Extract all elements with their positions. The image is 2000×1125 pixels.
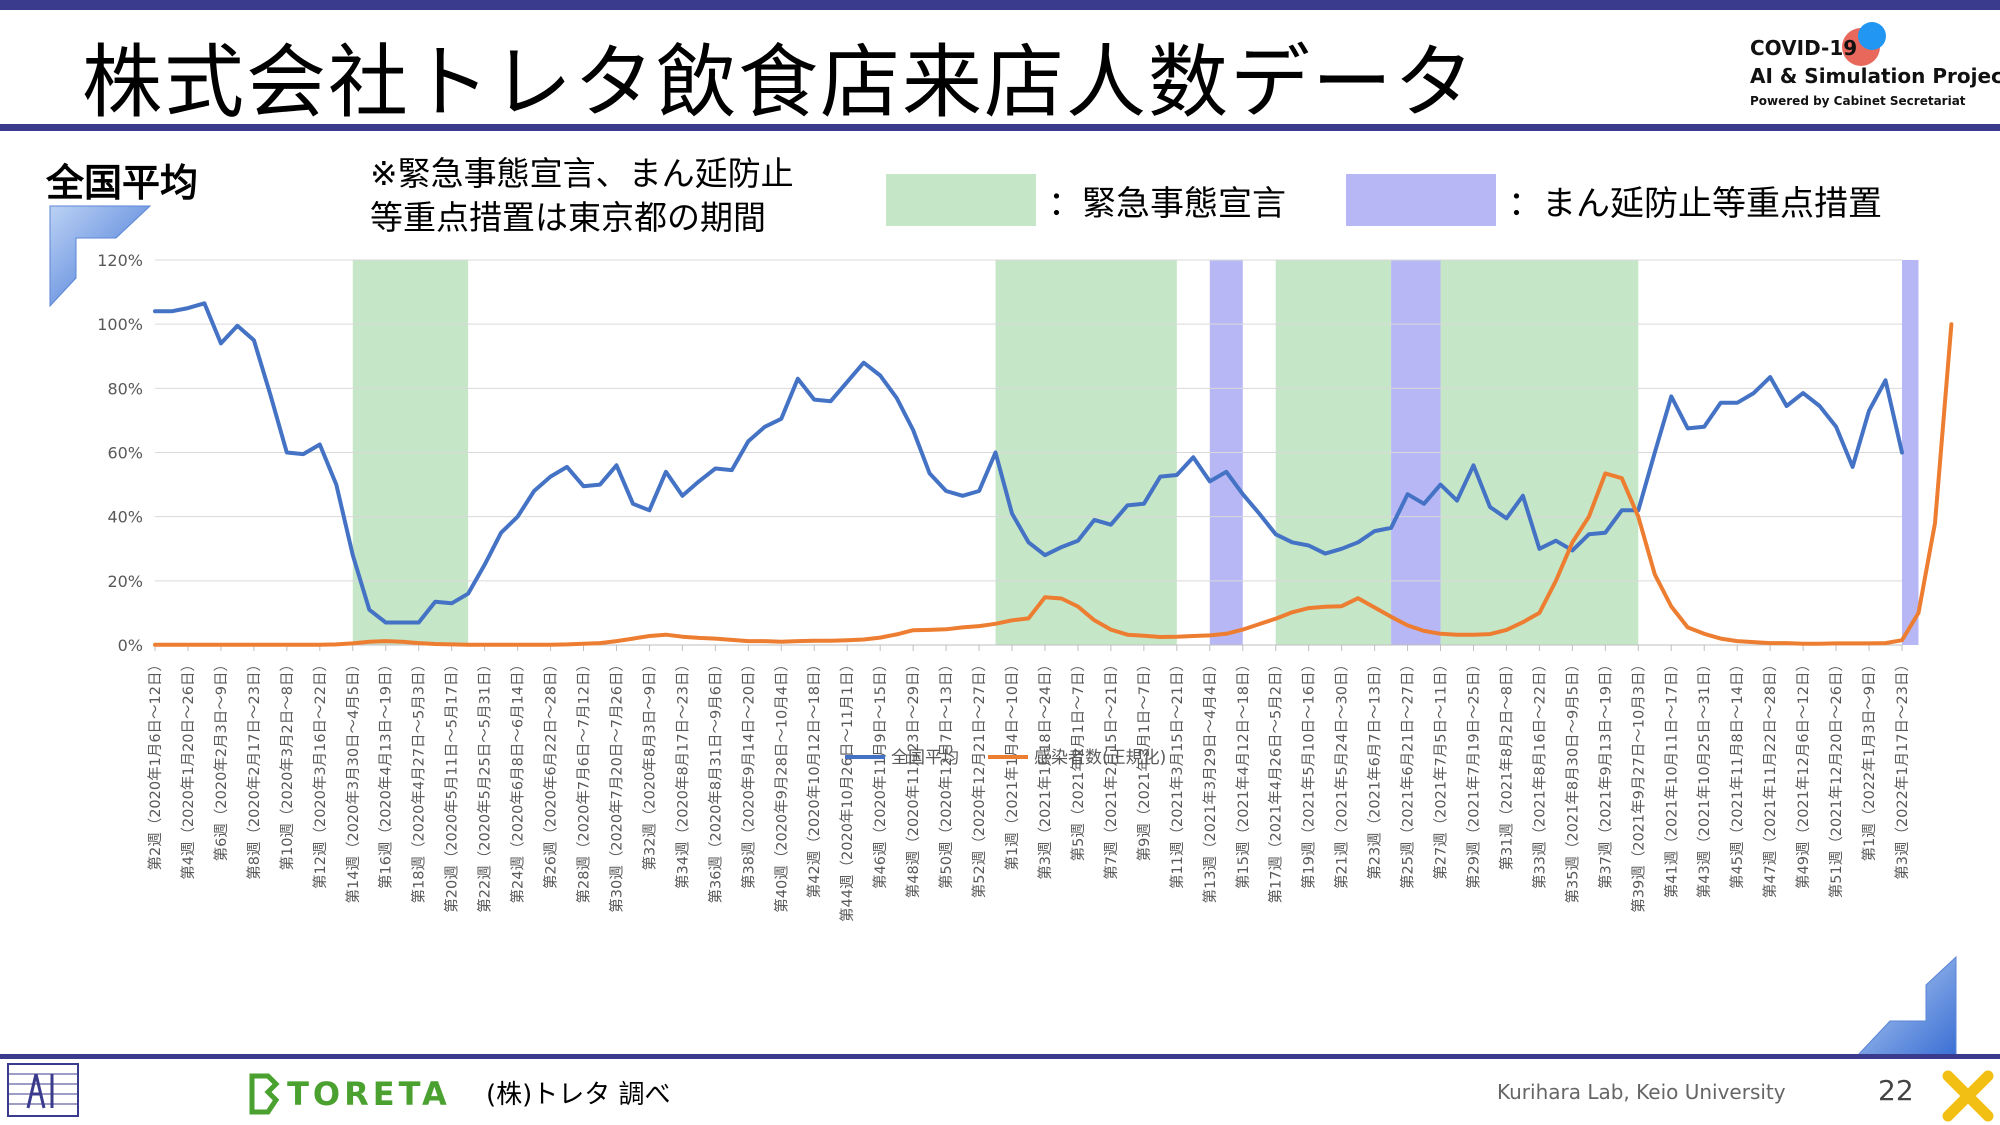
x-tick-label: 第30週（2020年7月20日～7月26日） [607, 657, 625, 913]
x-tick-label: 第38週（2020年9月14日～20日） [739, 657, 757, 889]
x-tick-label: 第15週（2021年4月12日～18日） [1234, 657, 1252, 889]
x-tick-label: 第3週（2022年1月17日～23日） [1893, 657, 1911, 880]
x-tick-label: 第9週（2021年3月1日～7日） [1135, 657, 1153, 861]
lab-credit: Kurihara Lab, Keio University [1497, 1080, 1786, 1104]
x-tick-label: 第16週（2020年4月13日～19日） [377, 657, 395, 889]
x-tick-label: 第40週（2020年9月28日～10月4日） [772, 657, 790, 913]
x-tick-label: 第14週（2020年3月30日～4月5日） [344, 657, 362, 903]
x-tick-label: 第48週（2020年11月23日～29日） [904, 657, 922, 898]
x-tick-label: 第50週（2020年12月7日～13日） [937, 657, 955, 889]
covid-ai-project-logo: COVID-19 AI & Simulation Project Powered… [1740, 22, 2000, 117]
x-tick-label: 第27週（2021年7月5日～11日） [1432, 657, 1450, 880]
x-tick-label: 第23週（2021年6月7日～13日） [1366, 657, 1384, 880]
series-line-infections [153, 322, 1954, 647]
page-title: 株式会社トレタ飲食店来店人数データ [82, 36, 1476, 129]
toreta-logo: TORETA [246, 1072, 451, 1116]
series-line-national-average [153, 301, 1904, 625]
period-note-line-1: ※緊急事態宣言、まん延防止 [370, 154, 794, 193]
x-tick-label: 第52週（2020年12月21日～27日） [970, 657, 988, 898]
x-tick-label: 第11週（2021年3月15日～21日） [1168, 657, 1186, 889]
x-tick-label: 第17週（2021年4月26日～5月2日） [1267, 657, 1285, 903]
x-tick-label: 第43週（2021年10月25日～31日） [1695, 657, 1713, 898]
period-note-line-2: 等重点措置は東京都の期間 [370, 198, 766, 237]
logo-line-1: COVID-19 [1750, 36, 1858, 60]
x-tick-label: 第39週（2021年9月27日～10月3日） [1629, 657, 1647, 913]
x-tick-label: 第28週（2020年7月6日～7月12日） [575, 657, 593, 903]
x-tick-label: 第22週（2020年5月25日～5月31日） [476, 657, 494, 913]
x-tick-label: 第10週（2020年3月2日～8日） [278, 657, 296, 871]
x-tick-label: 第49週（2021年12月6日～12日） [1794, 657, 1812, 889]
x-tick-label: 第2週（2020年1月6日～12日） [146, 657, 164, 871]
data-source: (株)トレタ 調べ [486, 1080, 671, 1110]
x-tick-label: 第7週（2021年2月15日～21日） [1102, 657, 1120, 880]
legend-series-label: 全国平均 [891, 748, 959, 768]
period-note: ※緊急事態宣言、まん延防止 等重点措置は東京都の期間 [370, 152, 794, 240]
x-axis-ticks: 第2週（2020年1月6日～12日） 第4週（2020年1月20日～26日） 第6週… [146, 645, 1911, 922]
priority-legend-label: ：まん延防止等重点措置 [1508, 184, 1882, 224]
legend-series-label: 感染者数(正規化) [1034, 748, 1166, 768]
x-tick-label: 第31週（2021年8月2日～8日） [1497, 657, 1515, 871]
logo-line-3: Powered by Cabinet Secretariat [1750, 94, 1966, 108]
x-tick-label: 第44週（2020年10月26日～11月1日） [838, 657, 856, 922]
logo-line-2: AI & Simulation Project [1750, 64, 2000, 88]
x-tick-label: 第1週（2022年1月3日～9日） [1860, 657, 1878, 861]
ai-lab-logo-icon [7, 1063, 79, 1117]
y-tick-label: 60% [107, 444, 143, 463]
y-tick-label: 0% [118, 636, 143, 655]
toreta-mark-icon [249, 1073, 280, 1115]
corner-arrow-bottom-icon [1856, 955, 1957, 1056]
y-tick-label: 20% [107, 572, 143, 591]
logo-blue-dot-icon [1858, 22, 1886, 50]
x-tick-label: 第20週（2020年5月11日～5月17日） [443, 657, 461, 913]
x-tick-label: 第26週（2020年6月22日～28日） [542, 657, 560, 889]
x-tick-label: 第19週（2021年5月10日～16日） [1300, 657, 1318, 889]
x-tick-label: 第46週（2020年11月9日～15日） [871, 657, 889, 889]
x-tick-label: 第8週（2020年2月17日～23日） [245, 657, 263, 880]
x-tick-label: 第35週（2021年8月30日～9月5日） [1563, 657, 1581, 903]
x-tick-label: 第29週（2021年7月19日～25日） [1464, 657, 1482, 889]
x-tick-label: 第13週（2021年3月29日～4月4日） [1201, 657, 1219, 903]
emergency-legend-swatch [886, 174, 1036, 226]
x-tick-label: 第21週（2021年5月24日～30日） [1333, 657, 1351, 889]
x-tick-label: 第1週（2021年1月4日～10日） [1003, 657, 1021, 871]
x-tick-label: 第6週（2020年2月3日～9日） [212, 657, 230, 861]
x-tick-label: 第18週（2020年4月27日～5月3日） [410, 657, 428, 903]
priority-legend-swatch [1346, 174, 1496, 226]
top-accent-bar [0, 0, 2000, 10]
x-tick-label: 第51週（2021年12月20日～26日） [1827, 657, 1845, 898]
x-tick-label: 第33週（2021年8月16日～22日） [1530, 657, 1548, 889]
priority-band [1902, 260, 1919, 645]
x-tick-label: 第41週（2021年10月11日～17日） [1662, 657, 1680, 898]
line-chart: 0% 20% 40% 60% 80% 100% 120% 第2週（2020年1月6日～12日… [97, 251, 1954, 922]
series-lines [153, 301, 1954, 647]
x-tick-label: 第34週（2020年8月17日～23日） [673, 657, 691, 889]
y-axis-ticks: 0% 20% 40% 60% 80% 100% 120% [97, 251, 143, 655]
title-divider [0, 124, 2000, 131]
x-tick-label: 第37週（2021年9月13日～19日） [1596, 657, 1614, 889]
x-tick-label: 第32週（2020年8月3日～9日） [640, 657, 658, 871]
x-tick-label: 第45週（2021年11月8日～14日） [1728, 657, 1746, 889]
x-mark-icon [1942, 1070, 1994, 1122]
x-tick-label: 第12週（2020年3月16日～22日） [311, 657, 329, 889]
x-tick-label: 第5週（2021年2月1日～7日） [1069, 657, 1087, 861]
toreta-wordmark: TORETA [287, 1075, 451, 1113]
x-tick-label: 第24週（2020年6月8日～6月14日） [509, 657, 527, 903]
x-tick-label: 第25週（2021年6月21日～27日） [1399, 657, 1417, 889]
x-tick-label: 第42週（2020年10月12日～18日） [805, 657, 823, 898]
emergency-legend-label: ：緊急事態宣言 [1048, 184, 1286, 224]
x-tick-label: 第4週（2020年1月20日～26日） [179, 657, 197, 880]
footer-divider [0, 1054, 2000, 1059]
chart-legend: 全国平均 感染者数(正規化) [845, 748, 1166, 768]
section-label: 全国平均 [46, 161, 199, 205]
x-tick-label: 第36週（2020年8月31日～9月6日） [706, 657, 724, 903]
corner-arrow-icon [49, 205, 152, 308]
y-tick-label: 120% [97, 251, 143, 270]
page-number: 22 [1878, 1074, 1914, 1107]
y-tick-label: 100% [97, 315, 143, 334]
x-tick-label: 第3週（2021年1月18日～24日） [1036, 657, 1054, 880]
y-tick-label: 40% [107, 508, 143, 527]
y-tick-label: 80% [107, 379, 143, 398]
x-tick-label: 第47週（2021年11月22日～28日） [1761, 657, 1779, 898]
